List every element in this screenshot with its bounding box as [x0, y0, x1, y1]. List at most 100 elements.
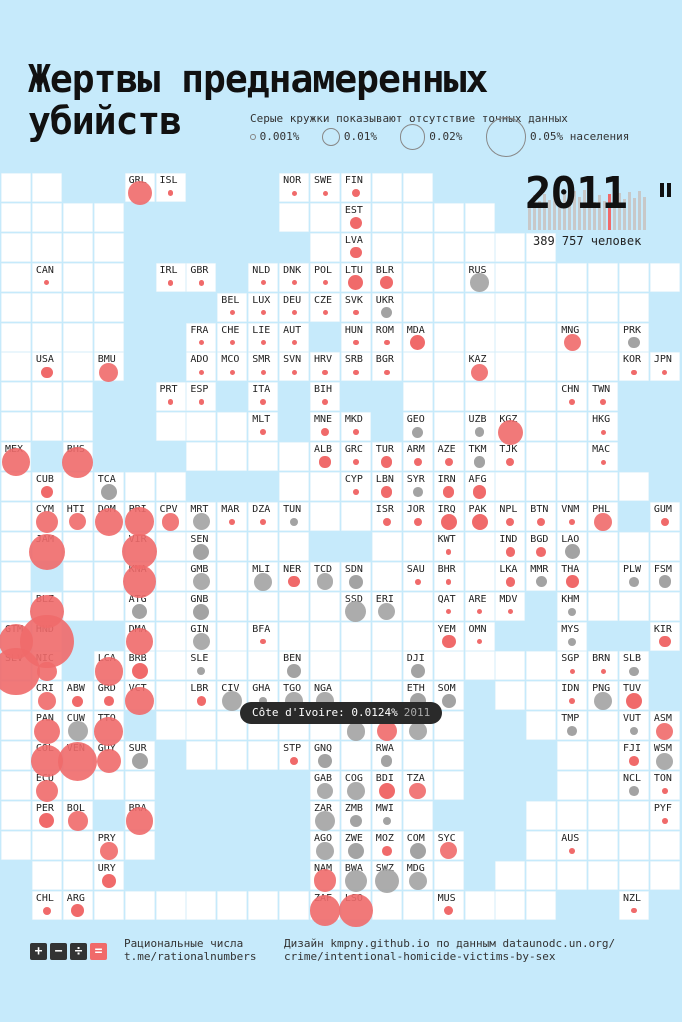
country-cell-isr[interactable] — [371, 501, 402, 531]
country-cell-ita[interactable] — [248, 382, 279, 412]
country-cell-npl[interactable] — [495, 501, 526, 531]
country-cell-hrv[interactable] — [310, 352, 340, 382]
year-bar[interactable] — [618, 193, 621, 230]
country-cell-cyp[interactable] — [340, 472, 371, 501]
country-cell-nzl[interactable] — [619, 890, 649, 920]
country-cell-sgp[interactable] — [557, 651, 588, 681]
year-bar[interactable] — [643, 197, 646, 230]
pause-button[interactable] — [660, 183, 672, 197]
country-cell-tjk[interactable] — [495, 442, 526, 472]
year-bar[interactable] — [533, 195, 536, 230]
country-cell-vnm[interactable] — [557, 501, 588, 531]
country-cell-srb[interactable] — [340, 352, 371, 382]
country-cell-hun[interactable] — [340, 322, 371, 352]
country-cell-mar[interactable] — [217, 501, 248, 531]
country-cell-dza[interactable] — [248, 501, 279, 531]
year-bar[interactable] — [573, 191, 576, 230]
country-cell-gum[interactable] — [649, 501, 680, 531]
country-cell-bgr[interactable] — [371, 352, 402, 382]
country-cell-mys[interactable] — [557, 621, 588, 651]
country-cell-mlt[interactable] — [248, 412, 279, 442]
year-bar[interactable] — [558, 199, 561, 230]
country-cell-esp[interactable] — [186, 382, 217, 412]
year-bar[interactable] — [588, 196, 591, 230]
country-cell-nld[interactable] — [248, 262, 279, 292]
country-cell-hkg[interactable] — [588, 412, 619, 442]
year-bar[interactable] — [628, 192, 631, 230]
year-bar[interactable] — [563, 192, 566, 230]
country-cell-brn[interactable] — [588, 651, 619, 681]
country-cell-dnk[interactable] — [279, 262, 310, 292]
country-cell-mco[interactable] — [217, 352, 248, 382]
country-cell-prt[interactable] — [155, 382, 186, 412]
country-cell-chn[interactable] — [557, 382, 588, 412]
year-bar[interactable] — [608, 194, 611, 230]
country-cell-nor[interactable] — [279, 173, 310, 202]
country-cell-kor[interactable] — [619, 352, 649, 382]
country-cell-sau[interactable] — [402, 561, 433, 591]
country-cell-svn[interactable] — [279, 352, 310, 382]
country-cell-qat[interactable] — [433, 591, 464, 621]
country-cell-lie[interactable] — [248, 322, 279, 352]
country-cell-aze[interactable] — [433, 442, 464, 472]
year-bar[interactable] — [553, 193, 556, 230]
country-cell-btn[interactable] — [526, 501, 557, 531]
year-bar[interactable] — [633, 198, 636, 230]
country-cell-pyf[interactable] — [649, 800, 680, 830]
country-cell-jor[interactable] — [402, 501, 433, 531]
year-bar[interactable] — [528, 202, 531, 230]
country-cell-isl[interactable] — [155, 173, 186, 202]
country-cell-vut[interactable] — [619, 711, 649, 741]
country-cell-fin[interactable] — [340, 173, 371, 202]
country-cell-mne[interactable] — [310, 412, 340, 442]
country-cell-idn[interactable] — [557, 681, 588, 711]
year-bar[interactable] — [623, 199, 626, 230]
country-cell-aus[interactable] — [557, 830, 588, 860]
country-cell-tun[interactable] — [279, 501, 310, 531]
country-cell-mdv[interactable] — [495, 591, 526, 621]
country-cell-lux[interactable] — [248, 292, 279, 322]
country-cell-gbr[interactable] — [186, 262, 217, 292]
country-cell-mwi[interactable] — [371, 800, 402, 830]
year-bar[interactable] — [638, 191, 641, 230]
country-cell-are[interactable] — [464, 591, 495, 621]
year-bar[interactable] — [613, 200, 616, 230]
country-cell-arm[interactable] — [402, 442, 433, 472]
country-cell-kwt[interactable] — [433, 531, 464, 561]
country-cell-bel[interactable] — [217, 292, 248, 322]
country-cell-twn[interactable] — [588, 382, 619, 412]
country-cell-mkd[interactable] — [340, 412, 371, 442]
year-bar[interactable] — [578, 197, 581, 230]
country-cell-ton[interactable] — [649, 771, 680, 800]
country-cell-jpn[interactable] — [649, 352, 680, 382]
country-cell-smr[interactable] — [248, 352, 279, 382]
country-cell-che[interactable] — [217, 322, 248, 352]
year-bar[interactable] — [538, 201, 541, 230]
country-cell-sle[interactable] — [186, 651, 217, 681]
country-cell-ado[interactable] — [186, 352, 217, 382]
country-cell-cze[interactable] — [310, 292, 340, 322]
country-cell-stp[interactable] — [279, 741, 310, 771]
country-cell-omn[interactable] — [464, 621, 495, 651]
country-cell-bfa[interactable] — [248, 621, 279, 651]
year-bar[interactable] — [598, 195, 601, 230]
country-cell-irl[interactable] — [155, 262, 186, 292]
country-cell-fra[interactable] — [186, 322, 217, 352]
country-cell-bih[interactable] — [310, 382, 340, 412]
country-cell-mac[interactable] — [588, 442, 619, 472]
year-bar[interactable] — [583, 190, 586, 230]
year-bar[interactable] — [568, 198, 571, 230]
country-cell-rom[interactable] — [371, 322, 402, 352]
country-cell-svk[interactable] — [340, 292, 371, 322]
year-bar[interactable] — [593, 202, 596, 230]
country-cell-can[interactable] — [31, 262, 62, 292]
country-cell-deu[interactable] — [279, 292, 310, 322]
year-bar[interactable] — [548, 200, 551, 230]
year-bar[interactable] — [543, 194, 546, 230]
country-cell-khm[interactable] — [557, 591, 588, 621]
country-cell-chl[interactable] — [31, 890, 62, 920]
country-cell-grc[interactable] — [340, 442, 371, 472]
country-cell-bhr[interactable] — [433, 561, 464, 591]
year-bar[interactable] — [603, 201, 606, 230]
country-cell-swe[interactable] — [310, 173, 340, 202]
